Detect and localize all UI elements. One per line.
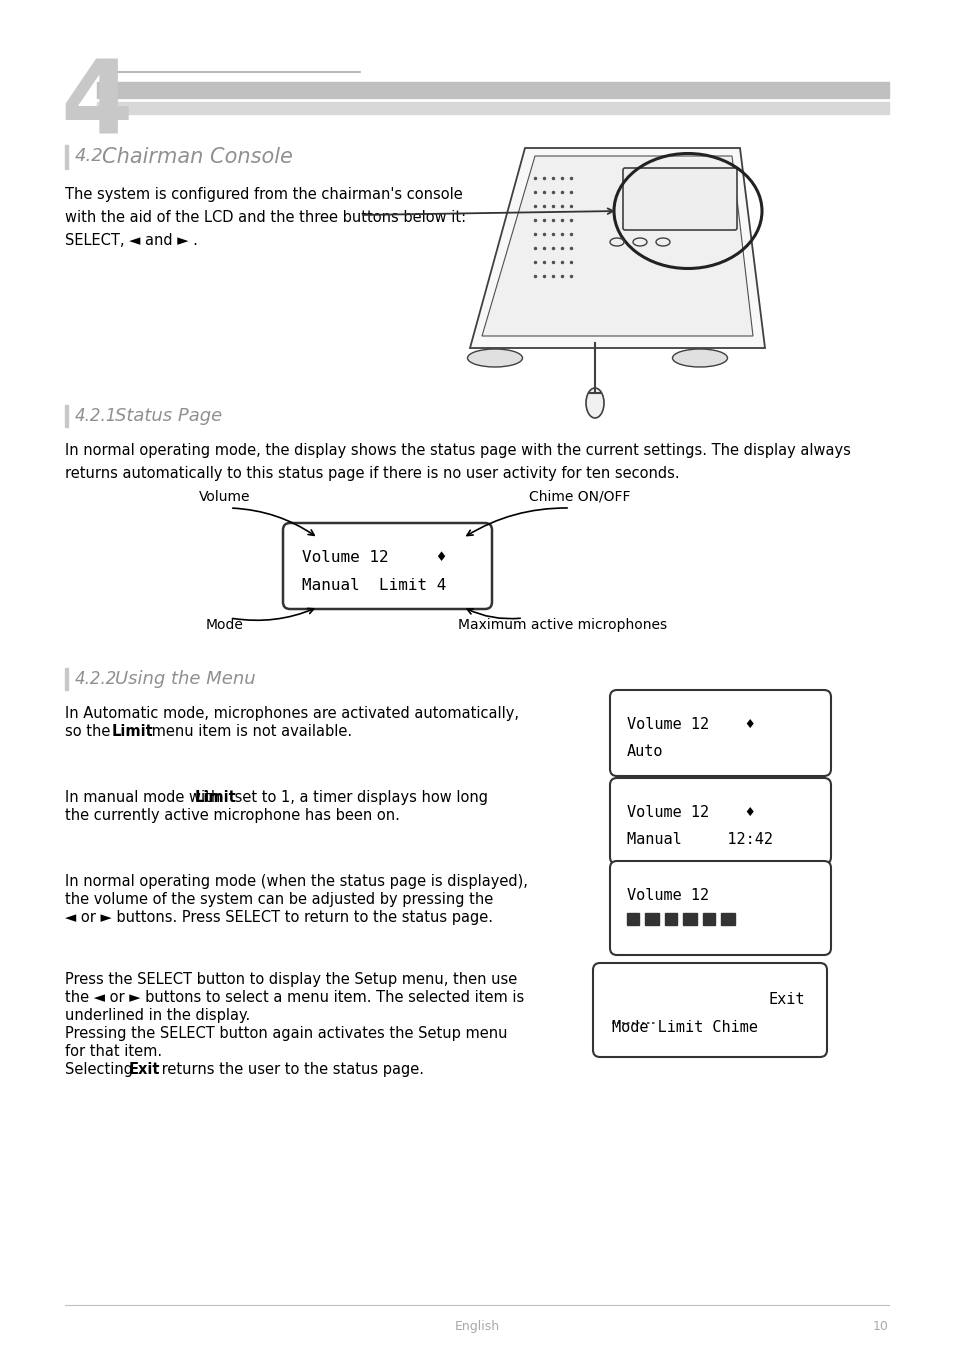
Text: menu item is not available.: menu item is not available.	[147, 724, 352, 739]
Text: for that item.: for that item.	[65, 1044, 162, 1059]
Bar	[664, 913, 677, 925]
Text: Mode Limit Chime: Mode Limit Chime	[612, 1020, 758, 1035]
Bar	[682, 913, 697, 925]
Text: ◄ or ► buttons. Press SELECT to return to the status page.: ◄ or ► buttons. Press SELECT to return t…	[65, 911, 493, 925]
Text: Limit: Limit	[112, 724, 153, 739]
Text: Status Page: Status Page	[115, 407, 222, 425]
Bar	[626, 913, 639, 925]
Text: Selecting: Selecting	[65, 1062, 137, 1077]
Text: The system is configured from the chairman's console
with the aid of the LCD and: The system is configured from the chairm…	[65, 188, 466, 248]
Bar	[644, 913, 659, 925]
Text: Volume 12     ♦: Volume 12 ♦	[302, 550, 446, 565]
Text: Volume 12    ♦: Volume 12 ♦	[626, 718, 754, 733]
Text: Mode: Mode	[206, 618, 244, 631]
Text: underlined in the display.: underlined in the display.	[65, 1008, 250, 1023]
Ellipse shape	[585, 389, 603, 418]
Ellipse shape	[467, 349, 522, 367]
Bar	[702, 913, 714, 925]
Text: Maximum active microphones: Maximum active microphones	[458, 618, 667, 631]
Text: In normal operating mode (when the status page is displayed),: In normal operating mode (when the statu…	[65, 874, 527, 889]
Text: In Automatic mode, microphones are activated automatically,: In Automatic mode, microphones are activ…	[65, 706, 518, 720]
Polygon shape	[481, 156, 752, 336]
Text: Auto: Auto	[626, 745, 662, 759]
Text: the ◄ or ► buttons to select a menu item. The selected item is: the ◄ or ► buttons to select a menu item…	[65, 990, 524, 1005]
Text: Limit: Limit	[194, 791, 236, 805]
Text: Volume 12: Volume 12	[626, 888, 708, 902]
FancyBboxPatch shape	[622, 169, 737, 229]
Text: the volume of the system can be adjusted by pressing the: the volume of the system can be adjusted…	[65, 892, 493, 907]
FancyBboxPatch shape	[283, 523, 492, 608]
Text: Press the SELECT button to display the Setup menu, then use: Press the SELECT button to display the S…	[65, 973, 517, 987]
Text: Exit: Exit	[129, 1062, 160, 1077]
Text: set to 1, a timer displays how long: set to 1, a timer displays how long	[230, 791, 488, 805]
Ellipse shape	[672, 349, 727, 367]
Polygon shape	[470, 148, 764, 348]
Bar	[65, 668, 68, 689]
Bar	[97, 82, 888, 98]
Text: Chime ON/OFF: Chime ON/OFF	[529, 490, 630, 505]
Bar	[720, 913, 734, 925]
Text: Pressing the SELECT button again activates the Setup menu: Pressing the SELECT button again activat…	[65, 1027, 507, 1041]
Text: 4.2.1: 4.2.1	[75, 407, 117, 425]
Text: 4.2.2: 4.2.2	[75, 670, 117, 688]
Text: so the: so the	[65, 724, 115, 739]
Text: English: English	[454, 1321, 499, 1333]
Text: Manual  Limit 4: Manual Limit 4	[302, 577, 446, 594]
Text: Manual     12:42: Manual 12:42	[626, 832, 772, 847]
FancyBboxPatch shape	[609, 861, 830, 955]
Text: the currently active microphone has been on.: the currently active microphone has been…	[65, 808, 399, 823]
Bar	[97, 103, 888, 115]
Text: In manual mode with: In manual mode with	[65, 791, 225, 805]
Text: 4: 4	[60, 55, 132, 156]
Text: Using the Menu: Using the Menu	[115, 670, 255, 688]
FancyBboxPatch shape	[609, 689, 830, 776]
FancyBboxPatch shape	[593, 963, 826, 1058]
Text: In normal operating mode, the display shows the status page with the current set: In normal operating mode, the display sh…	[65, 442, 850, 480]
Text: Volume 12    ♦: Volume 12 ♦	[626, 805, 754, 820]
Text: Exit: Exit	[768, 992, 804, 1006]
FancyBboxPatch shape	[609, 778, 830, 863]
Text: Volume: Volume	[199, 490, 251, 505]
Text: returns the user to the status page.: returns the user to the status page.	[157, 1062, 423, 1077]
Text: 4.2: 4.2	[75, 147, 104, 165]
Text: 10: 10	[872, 1321, 888, 1333]
Text: Chairman Console: Chairman Console	[102, 147, 293, 167]
Bar	[65, 144, 68, 169]
Bar	[65, 405, 68, 428]
